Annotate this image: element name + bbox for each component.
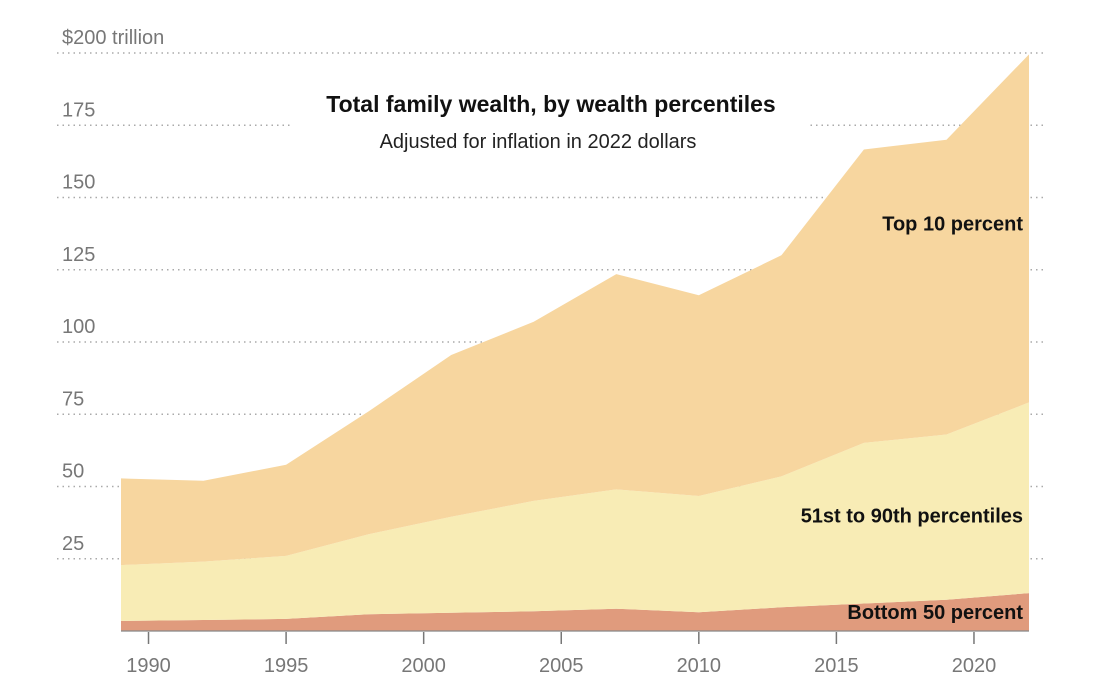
chart-title: Total family wealth, by wealth percentil… xyxy=(326,91,775,117)
y-tick-label-50: 50 xyxy=(62,461,84,483)
title-backdrop xyxy=(292,82,810,162)
x-tick-label-2010: 2010 xyxy=(677,655,722,677)
series-label-top-10-percent: Top 10 percent xyxy=(882,214,1023,236)
series-labels: Bottom 50 percent 51st to 90th percentile… xyxy=(801,214,1024,625)
x-tick-label-2020: 2020 xyxy=(952,655,997,677)
x-tick-label-2015: 2015 xyxy=(814,655,859,677)
y-tick-label-200: $200 trillion xyxy=(62,27,164,49)
y-axis-labels: 25 50 75 100 125 150 175 $200 trillion xyxy=(62,27,164,555)
x-tick-label-1995: 1995 xyxy=(264,655,309,677)
x-tick-label-2005: 2005 xyxy=(539,655,584,677)
x-tick-label-1990: 1990 xyxy=(126,655,171,677)
area-top-10-percent xyxy=(121,54,1029,566)
y-tick-label-75: 75 xyxy=(62,388,84,410)
series-label-51st-to-90th-percentiles: 51st to 90th percentiles xyxy=(801,505,1023,527)
y-tick-label-150: 150 xyxy=(62,172,95,194)
area-bottom-50-percent xyxy=(121,593,1029,631)
y-tick-label-100: 100 xyxy=(62,316,95,338)
y-tick-label-25: 25 xyxy=(62,533,84,555)
x-tick-label-2000: 2000 xyxy=(401,655,446,677)
y-tick-label-175: 175 xyxy=(62,99,95,121)
chart-subtitle: Adjusted for inflation in 2022 dollars xyxy=(380,131,697,153)
y-tick-label-125: 125 xyxy=(62,244,95,266)
area-51st-to-90th-percentiles xyxy=(121,402,1029,621)
area-series xyxy=(121,54,1029,631)
series-label-bottom-50-percent: Bottom 50 percent xyxy=(847,602,1023,624)
x-axis: 1990 1995 2000 2005 2010 2015 2020 xyxy=(121,630,1029,677)
